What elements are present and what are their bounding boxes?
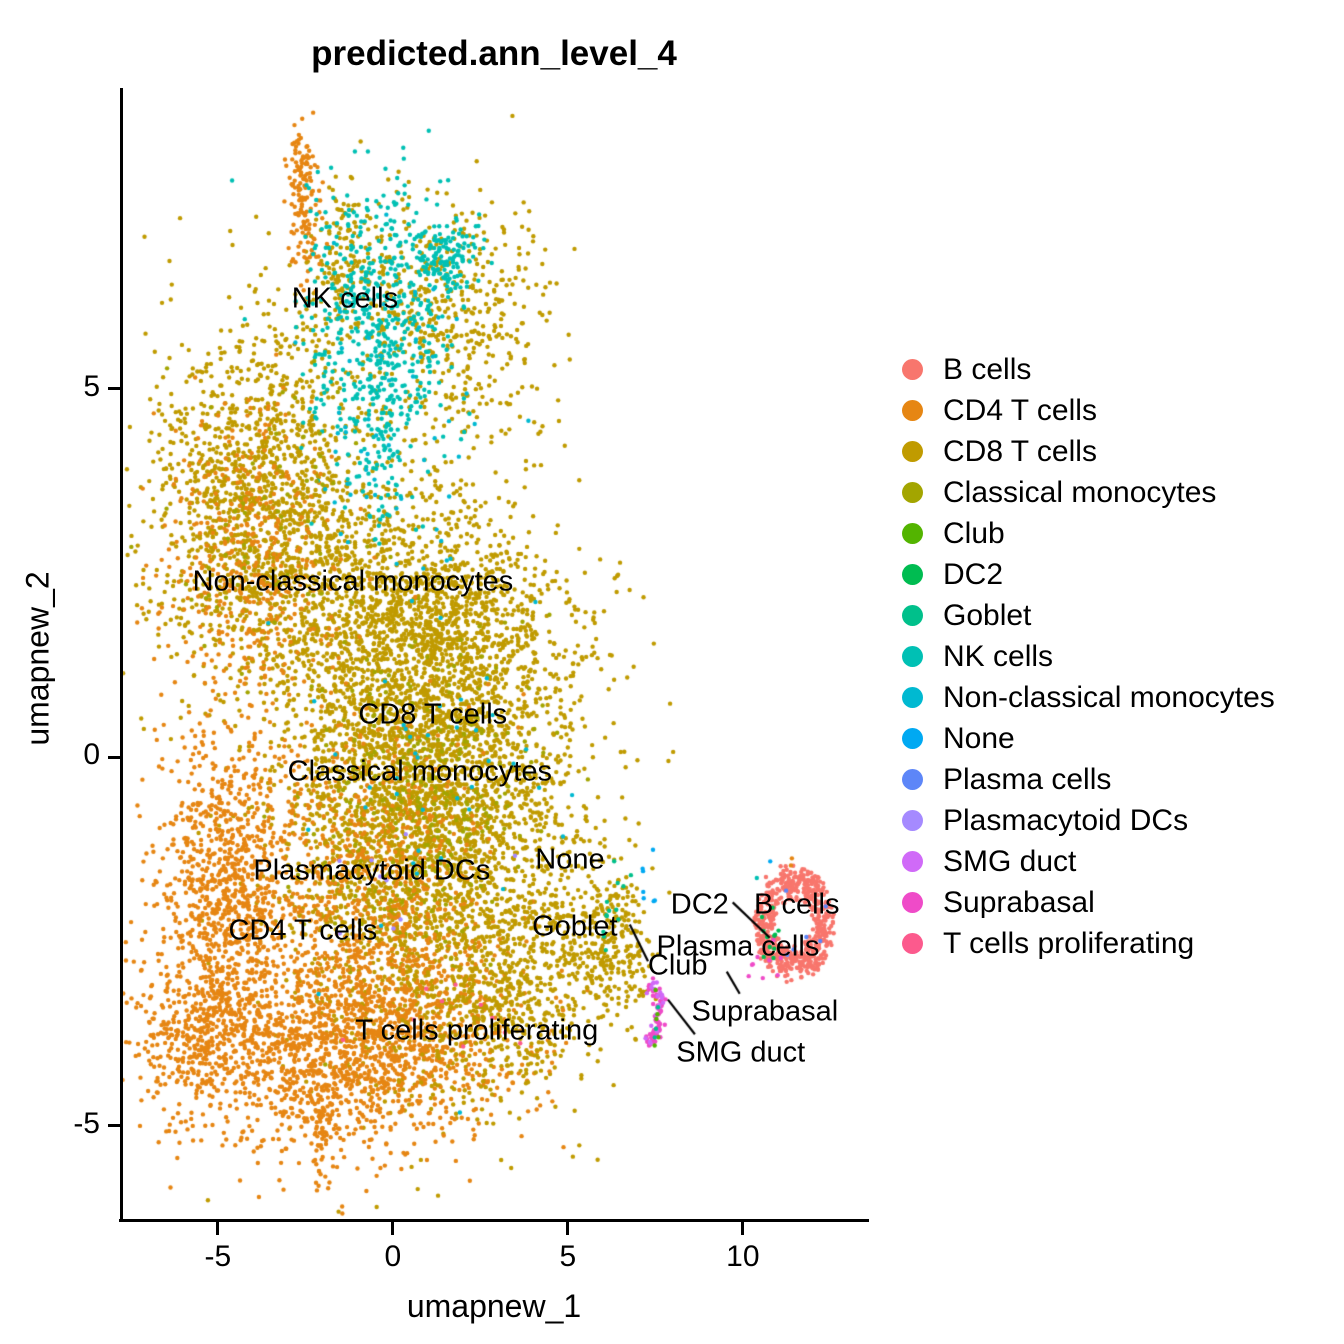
y-tick-label: -5 bbox=[73, 1106, 100, 1140]
legend-dot-icon bbox=[902, 851, 923, 872]
legend-item: Classical monocytes bbox=[902, 472, 1275, 513]
y-axis-line bbox=[120, 88, 123, 1222]
cluster-label: Goblet bbox=[532, 910, 618, 943]
legend-item: NK cells bbox=[902, 636, 1275, 677]
legend-dot-icon bbox=[902, 359, 923, 380]
x-tick-label: 5 bbox=[559, 1240, 577, 1273]
cluster-label: None bbox=[535, 843, 605, 876]
legend-dot-icon bbox=[902, 441, 923, 462]
cluster-label: CD8 T cells bbox=[358, 698, 508, 731]
cluster-label: SMG duct bbox=[676, 1036, 806, 1069]
legend-label: Classical monocytes bbox=[943, 475, 1217, 509]
x-tick-label: 10 bbox=[726, 1240, 760, 1273]
legend-item: Suprabasal bbox=[902, 882, 1275, 923]
legend-dot-icon bbox=[902, 769, 923, 790]
x-tick-label: -5 bbox=[204, 1240, 232, 1273]
legend-label: CD8 T cells bbox=[943, 434, 1097, 468]
y-tick-label: 5 bbox=[83, 369, 100, 403]
legend-item: T cells proliferating bbox=[902, 923, 1275, 964]
legend-dot-icon bbox=[902, 523, 923, 544]
legend-dot-icon bbox=[902, 564, 923, 585]
legend-item: Plasmacytoid DCs bbox=[902, 800, 1275, 841]
x-axis-line bbox=[119, 1219, 869, 1222]
legend-item: Club bbox=[902, 513, 1275, 554]
legend-label: CD4 T cells bbox=[943, 393, 1097, 427]
legend-dot-icon bbox=[902, 810, 923, 831]
cluster-label: Plasma cells bbox=[656, 930, 820, 963]
legend-label: B cells bbox=[943, 352, 1032, 386]
legend-label: Plasma cells bbox=[943, 762, 1112, 796]
y-tick bbox=[108, 755, 121, 759]
legend-item: Non-classical monocytes bbox=[902, 677, 1275, 718]
legend-item: SMG duct bbox=[902, 841, 1275, 882]
cluster-label: Classical monocytes bbox=[287, 755, 552, 788]
x-axis-title: umapnew_1 bbox=[406, 1288, 582, 1324]
cluster-label: CD4 T cells bbox=[228, 914, 378, 947]
x-tick bbox=[391, 1222, 395, 1235]
legend-label: NK cells bbox=[943, 639, 1054, 673]
legend-label: Goblet bbox=[943, 598, 1032, 632]
cluster-label: Non-classical monocytes bbox=[192, 565, 514, 598]
cluster-label: DC2 bbox=[670, 888, 729, 921]
legend: B cells CD4 T cells CD8 T cells Classical m… bbox=[902, 349, 1275, 964]
legend-item: None bbox=[902, 718, 1275, 759]
x-tick bbox=[216, 1222, 220, 1235]
legend-label: Non-classical monocytes bbox=[943, 680, 1275, 714]
legend-item: Goblet bbox=[902, 595, 1275, 636]
cluster-label: Club bbox=[647, 949, 708, 982]
x-tick bbox=[566, 1222, 570, 1235]
legend-dot-icon bbox=[902, 646, 923, 667]
x-tick-label: 0 bbox=[384, 1240, 402, 1273]
legend-label: Suprabasal bbox=[943, 885, 1095, 919]
legend-item: CD4 T cells bbox=[902, 390, 1275, 431]
legend-label: Club bbox=[943, 516, 1005, 550]
legend-label: T cells proliferating bbox=[943, 926, 1195, 960]
legend-item: B cells bbox=[902, 349, 1275, 390]
legend-label: None bbox=[943, 721, 1015, 755]
legend-item: CD8 T cells bbox=[902, 431, 1275, 472]
cluster-label: Suprabasal bbox=[691, 995, 839, 1028]
y-tick bbox=[108, 1124, 121, 1128]
x-tick bbox=[741, 1222, 745, 1235]
y-tick bbox=[108, 387, 121, 391]
legend-item: Plasma cells bbox=[902, 759, 1275, 800]
legend-label: SMG duct bbox=[943, 844, 1077, 878]
y-tick-label: 0 bbox=[83, 738, 100, 772]
legend-dot-icon bbox=[902, 687, 923, 708]
legend-dot-icon bbox=[902, 482, 923, 503]
y-axis-title: umapnew_2 bbox=[19, 571, 56, 746]
legend-dot-icon bbox=[902, 605, 923, 626]
legend-label: Plasmacytoid DCs bbox=[943, 803, 1189, 837]
cluster-label: NK cells bbox=[291, 282, 399, 315]
legend-dot-icon bbox=[902, 892, 923, 913]
cluster-label: T cells proliferating bbox=[355, 1014, 599, 1047]
legend-dot-icon bbox=[902, 728, 923, 749]
cluster-label: Plasmacytoid DCs bbox=[253, 854, 491, 887]
legend-item: DC2 bbox=[902, 554, 1275, 595]
legend-label: DC2 bbox=[943, 557, 1004, 591]
legend-dot-icon bbox=[902, 933, 923, 954]
legend-dot-icon bbox=[902, 400, 923, 421]
cluster-label: B cells bbox=[754, 888, 840, 921]
